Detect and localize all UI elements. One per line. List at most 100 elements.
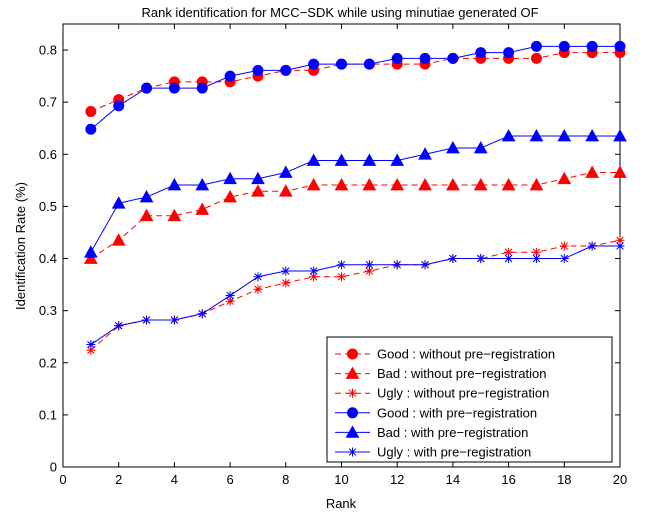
data-point	[473, 141, 488, 154]
x-tick-label: 0	[59, 472, 66, 487]
data-point	[139, 190, 154, 203]
series-2	[84, 165, 627, 264]
legend-box	[326, 336, 613, 463]
data-point	[530, 40, 542, 52]
legend-label: Good : with pre−registration	[377, 405, 537, 420]
data-point	[613, 129, 627, 142]
axis-ticks	[62, 24, 621, 468]
data-point	[337, 272, 346, 282]
data-point	[142, 315, 152, 325]
data-point	[418, 178, 432, 191]
data-point	[334, 153, 349, 166]
x-tick-label: 8	[282, 472, 289, 487]
x-tick-label: 2	[115, 472, 122, 487]
data-point	[447, 52, 459, 64]
data-point	[529, 129, 544, 142]
x-tick-label: 6	[226, 472, 233, 487]
data-point	[613, 165, 627, 178]
data-point	[281, 266, 291, 276]
legend: Good : without pre−registration Bad : wit…	[326, 336, 613, 463]
data-point	[169, 315, 179, 325]
y-tick-label: 0.7	[39, 95, 57, 110]
data-point	[586, 40, 598, 52]
data-point	[446, 178, 460, 191]
series-6	[86, 241, 625, 350]
data-point	[114, 321, 124, 331]
data-point	[348, 447, 357, 457]
data-point	[347, 348, 358, 360]
data-point	[362, 178, 377, 191]
data-point	[281, 278, 291, 288]
data-point	[141, 82, 153, 94]
data-point	[278, 184, 293, 197]
legend-label: Ugly : without pre−registration	[377, 386, 549, 401]
data-point	[614, 40, 626, 52]
data-point	[585, 129, 599, 142]
y-tick-label: 0.5	[39, 199, 57, 214]
x-tick-label: 20	[613, 472, 627, 487]
data-point	[348, 388, 357, 398]
legend-item: Good : without pre−registration	[335, 347, 555, 362]
data-point	[84, 245, 98, 258]
data-point	[501, 129, 516, 142]
x-tick-label: 12	[390, 472, 404, 487]
series-line	[90, 239, 621, 351]
data-point	[336, 58, 347, 70]
data-point	[84, 251, 98, 264]
x-tick-label: 4	[171, 472, 178, 487]
data-point	[167, 178, 182, 191]
data-point	[167, 208, 182, 222]
data-point	[419, 52, 431, 64]
data-point	[223, 190, 237, 203]
data-point	[253, 272, 263, 282]
x-tick-labels: 0 2 4 6 8 10 12 14 16 18 20	[59, 472, 627, 487]
y-tick-label: 0.1	[39, 407, 57, 422]
x-tick-label: 18	[557, 472, 571, 487]
y-tick-label: 0.3	[39, 303, 57, 318]
data-point	[278, 165, 293, 178]
data-point	[558, 40, 570, 52]
series-5	[84, 129, 627, 258]
legend-item: Ugly : without pre−registration	[335, 386, 549, 401]
y-tick-label: 0.2	[39, 355, 57, 370]
data-point	[448, 254, 458, 264]
data-point	[306, 178, 321, 191]
data-point	[476, 254, 486, 264]
data-point	[446, 141, 460, 154]
y-tick-label: 0.8	[39, 43, 57, 58]
legend-item: Bad : without pre−registration	[335, 366, 546, 381]
data-point	[225, 291, 235, 301]
data-point	[531, 254, 541, 264]
data-point	[253, 284, 263, 294]
data-point	[529, 178, 544, 191]
data-point	[390, 153, 405, 166]
data-point	[113, 100, 125, 112]
data-point	[306, 153, 321, 166]
data-point	[557, 171, 572, 185]
x-axis-title: Rank	[326, 496, 357, 511]
data-point	[111, 196, 126, 209]
y-tick-label: 0.4	[39, 251, 57, 266]
series-4	[85, 40, 626, 135]
series-layer	[84, 40, 627, 355]
data-point	[308, 58, 320, 70]
data-point	[337, 260, 346, 270]
chart-title: Rank identification for MCC−SDK while us…	[141, 5, 538, 20]
data-point	[195, 178, 210, 191]
legend-item: Bad : with pre−registration	[335, 425, 528, 440]
legend-label: Bad : without pre−registration	[377, 366, 546, 381]
legend-item: Ugly : with pre−registration	[335, 445, 531, 460]
y-axis-title: Identification Rate (%)	[13, 182, 28, 310]
data-point	[530, 52, 542, 64]
data-point	[86, 340, 96, 350]
data-point	[251, 184, 265, 197]
data-point	[197, 309, 207, 319]
data-point	[418, 147, 432, 160]
data-point	[224, 70, 236, 82]
data-point	[559, 241, 569, 251]
legend-label: Bad : with pre−registration	[377, 425, 528, 440]
data-point	[420, 260, 430, 270]
data-point	[111, 233, 126, 246]
y-tick-label: 0	[50, 460, 57, 475]
